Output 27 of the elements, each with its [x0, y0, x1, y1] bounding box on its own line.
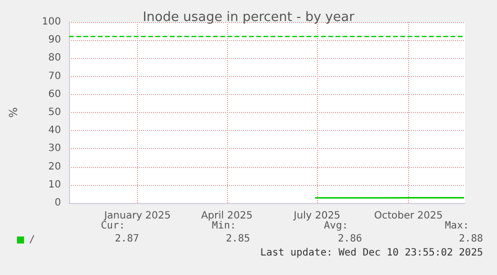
text: Avg: — [324, 220, 348, 232]
y-tick-label: 20 — [48, 161, 61, 172]
text: 2.85 — [226, 234, 250, 244]
legend-label: / — [29, 234, 36, 246]
chart-title: Inode usage in percent - by year — [142, 10, 355, 25]
y-tick-label: 90 — [48, 34, 61, 46]
y-axis-title: % — [7, 107, 20, 118]
text: 2.88 — [458, 234, 483, 244]
y-tick-label: 0 — [54, 198, 61, 208]
y-tick-label: 50 — [48, 107, 61, 118]
y-tick-label: 70 — [48, 70, 61, 82]
text: Max: — [444, 220, 469, 232]
x-tick-label: October 2025 — [374, 210, 443, 222]
y-tick-label: 10 — [48, 179, 61, 190]
y-tick-label: 80 — [48, 52, 61, 64]
y-tick-label: 100 — [42, 16, 61, 28]
y-tick-label: 60 — [48, 88, 61, 100]
text: 2.86 — [338, 234, 362, 244]
y-tick-label: 30 — [48, 143, 61, 154]
y-tick-label: 40 — [48, 125, 61, 136]
x-tick-label: April 2025 — [201, 210, 253, 222]
text: Min: — [212, 220, 236, 232]
text: Last update: Wed Dec 10 23:55:02 2025 — [260, 248, 483, 258]
x-tick-label: January 2025 — [103, 210, 171, 222]
text: 2.87 — [114, 234, 139, 244]
text: Cur: — [100, 220, 125, 232]
x-tick-label: July 2025 — [292, 210, 340, 222]
